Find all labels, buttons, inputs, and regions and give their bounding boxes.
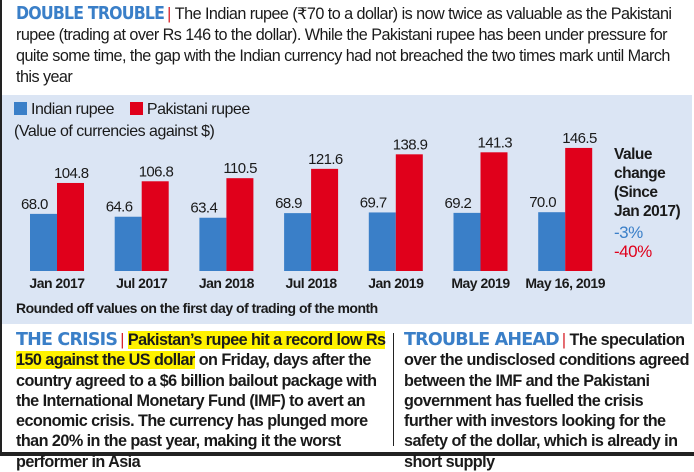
value-label-indian-0: 68.0 <box>21 196 48 213</box>
bar-indian-6 <box>538 212 566 271</box>
trouble-ahead-section: TROUBLE AHEAD | The speculation over the u… <box>404 330 690 472</box>
trouble-ahead-separator: | <box>561 331 566 349</box>
bar-chart: 68.0 104.8 Jan 2017 64.6 106.8 Jul 2017 63.4 11… <box>21 130 606 291</box>
intro-kicker: DOUBLE TROUBLE <box>16 4 165 24</box>
category-label-0: Jan 2017 <box>29 275 85 291</box>
legend-label-pakistani: Pakistani rupee <box>146 101 250 118</box>
value-change-label-0: Value <box>614 146 653 163</box>
pakistani-change-value: -40% <box>614 242 652 261</box>
bar-pakistani-6 <box>565 147 593 271</box>
value-label-pakistani-3: 121.6 <box>308 151 343 168</box>
infographic-frame <box>0 0 694 456</box>
value-label-pakistani-2: 110.5 <box>223 160 257 177</box>
bar-pakistani-2 <box>226 178 254 271</box>
category-label-2: Jan 2018 <box>199 275 255 291</box>
bar-pakistani-0 <box>57 182 84 271</box>
value-change-label-3: Jan 2017) <box>614 203 681 220</box>
trouble-ahead-text: The speculation over the undisclosed con… <box>404 331 689 471</box>
value-label-indian-4: 69.7 <box>360 194 387 211</box>
category-label-3: Jul 2018 <box>285 275 337 291</box>
bar-indian-5 <box>453 212 481 271</box>
value-change-annotation: Value change (Since Jan 2017) -3% -40% <box>614 145 681 261</box>
crisis-kicker: THE CRISIS <box>16 330 118 350</box>
bar-pakistani-1 <box>141 181 169 271</box>
indian-change-value: -3% <box>614 223 643 242</box>
bar-indian-2 <box>199 217 227 271</box>
chart-legend: Indian rupee Pakistani rupee <box>14 101 262 119</box>
value-label-indian-5: 69.2 <box>445 195 472 212</box>
chart-footnote: Rounded off values on the first day of t… <box>16 300 378 316</box>
category-label-6: May 16, 2019 <box>525 275 605 291</box>
legend-item-indian: Indian rupee <box>14 101 114 118</box>
category-label-1: Jul 2017 <box>116 275 168 291</box>
trouble-ahead-kicker: TROUBLE AHEAD <box>404 330 560 350</box>
bar-pakistani-4 <box>395 154 423 271</box>
value-change-label-2: (Since <box>614 184 658 201</box>
category-label-5: May 2019 <box>451 275 510 291</box>
crisis-separator: | <box>120 331 124 349</box>
value-label-pakistani-0: 104.8 <box>54 165 89 182</box>
value-label-indian-1: 64.6 <box>106 199 133 216</box>
bar-indian-0 <box>30 213 57 271</box>
value-label-pakistani-6: 146.5 <box>562 130 597 147</box>
value-label-indian-6: 70.0 <box>529 194 556 211</box>
legend-swatch-indian <box>14 102 27 115</box>
value-change-label-1: change <box>614 165 666 182</box>
intro-paragraph: DOUBLE TROUBLE | The Indian rupee (₹70 to … <box>16 4 686 88</box>
value-label-pakistani-4: 138.9 <box>393 136 428 153</box>
bar-pakistani-5 <box>480 152 508 271</box>
category-label-4: Jan 2019 <box>368 275 424 291</box>
chart-subtitle: (Value of currencies against $) <box>14 123 215 140</box>
value-label-indian-2: 63.4 <box>190 200 217 217</box>
legend-item-pakistani: Pakistani rupee <box>129 101 250 118</box>
bar-indian-1 <box>114 216 142 271</box>
value-label-indian-3: 68.9 <box>275 195 302 212</box>
value-label-pakistani-1: 106.8 <box>139 163 174 180</box>
crisis-text: on Friday, days after the country agreed… <box>16 351 377 471</box>
legend-swatch-pakistani <box>129 102 143 115</box>
value-label-pakistani-5: 141.3 <box>478 134 513 151</box>
bar-indian-3 <box>284 213 312 271</box>
legend-label-indian: Indian rupee <box>31 101 114 118</box>
column-divider <box>393 333 394 446</box>
intro-text: The Indian rupee (₹70 to a dollar) is no… <box>16 5 672 86</box>
bar-pakistani-3 <box>311 168 339 271</box>
crisis-section: THE CRISIS | Pakistan’s rupee hit a record… <box>16 330 390 472</box>
intro-separator: | <box>167 5 171 23</box>
bar-indian-4 <box>368 212 396 271</box>
